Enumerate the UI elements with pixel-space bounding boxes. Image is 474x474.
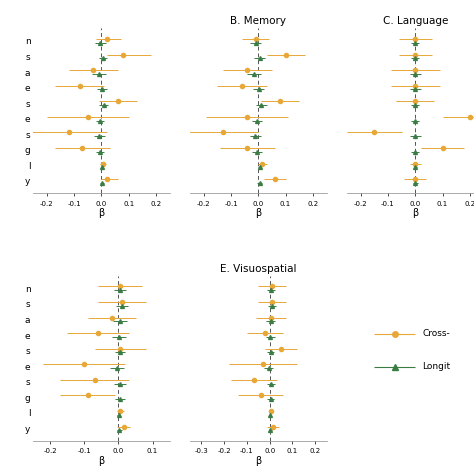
X-axis label: β: β	[98, 456, 105, 466]
X-axis label: β: β	[412, 209, 419, 219]
Title: B. Memory: B. Memory	[230, 16, 286, 26]
Text: Cross-: Cross-	[422, 329, 450, 338]
X-axis label: β: β	[255, 209, 262, 219]
X-axis label: β: β	[98, 209, 105, 219]
Text: Longit: Longit	[422, 362, 450, 371]
X-axis label: β: β	[255, 456, 262, 466]
Title: C. Language: C. Language	[383, 16, 448, 26]
Title: E. Visuospatial: E. Visuospatial	[220, 264, 297, 273]
